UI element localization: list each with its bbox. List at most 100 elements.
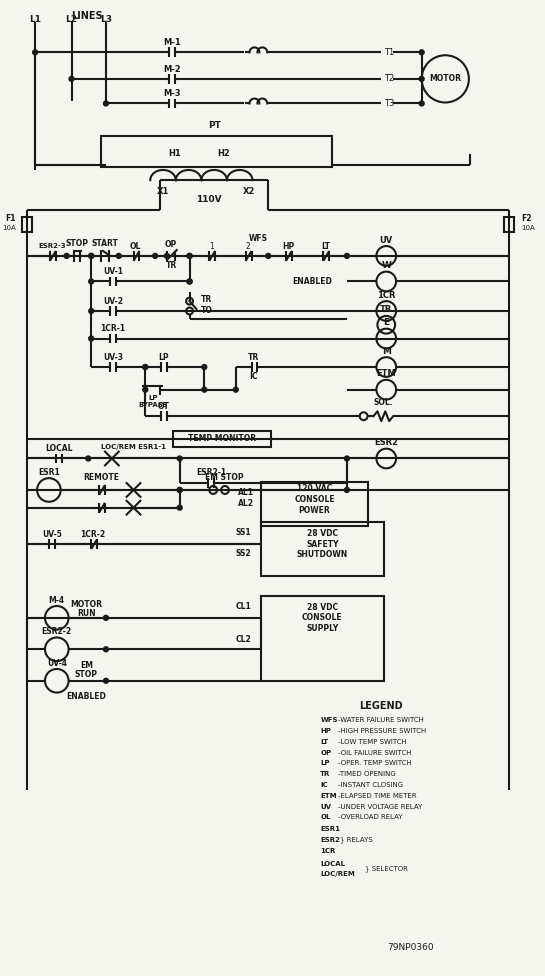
Text: TO: TO [201,306,212,315]
Text: 28 VDC: 28 VDC [307,529,338,538]
Text: } SELECTOR: } SELECTOR [365,866,408,872]
Text: OP: OP [320,750,331,755]
Text: 1: 1 [209,242,214,251]
Text: H1: H1 [168,149,181,158]
Text: X1: X1 [157,187,169,196]
Text: LEGEND: LEGEND [360,702,403,712]
Text: LOC/REM ESR1-1: LOC/REM ESR1-1 [101,444,166,450]
Text: LT: LT [321,242,330,251]
Text: M-2: M-2 [163,64,181,73]
Text: SOL.: SOL. [373,398,393,407]
Circle shape [64,254,69,259]
Text: ETM: ETM [320,793,337,798]
Circle shape [177,487,182,493]
Text: 2: 2 [245,242,250,251]
Text: ESR2-3: ESR2-3 [38,243,66,249]
Text: ESR1: ESR1 [320,827,341,833]
Text: H2: H2 [217,149,231,158]
Text: L2: L2 [65,16,77,24]
Text: 1CR-1: 1CR-1 [100,324,125,333]
Circle shape [177,506,182,510]
Text: -TIMED OPENING: -TIMED OPENING [338,771,396,777]
Circle shape [104,678,108,683]
Circle shape [187,254,192,259]
Circle shape [116,254,121,259]
Text: ETM: ETM [377,370,396,379]
Text: L1: L1 [29,16,41,24]
Bar [173,431,271,447]
Text: UV: UV [320,803,331,810]
Text: START: START [92,238,118,248]
Circle shape [419,50,424,55]
Text: TR: TR [380,305,392,314]
Text: STOP: STOP [66,238,89,248]
Circle shape [89,279,94,284]
Text: ESR2-2: ESR2-2 [42,628,72,636]
Text: STOP: STOP [75,671,98,679]
Text: OL: OL [130,242,141,251]
Bar [262,596,384,681]
Text: M-3: M-3 [163,89,181,99]
Text: F1: F1 [5,214,15,224]
Text: ESR2: ESR2 [374,438,398,447]
Circle shape [86,456,90,461]
Text: LOCAL: LOCAL [320,861,346,867]
Bar [22,217,32,232]
Text: POWER: POWER [299,507,330,515]
Bar [101,136,332,168]
Circle shape [419,76,424,81]
Circle shape [143,365,148,370]
Text: W: W [382,262,391,270]
Text: UV-3: UV-3 [103,352,123,362]
Text: CL1: CL1 [236,601,252,611]
Text: IC: IC [249,373,258,382]
Text: 120 VAC: 120 VAC [297,484,332,494]
Circle shape [187,279,192,284]
Text: LP
BYPASS: LP BYPASS [138,395,168,408]
Bar [262,522,384,576]
Circle shape [165,254,169,259]
Circle shape [143,387,148,392]
Text: UV: UV [380,235,393,245]
Text: OT: OT [158,402,170,411]
Text: UV-1: UV-1 [103,267,123,276]
Text: -INSTANT CLOSING: -INSTANT CLOSING [338,782,403,788]
Text: 10A: 10A [2,225,15,231]
Text: SS2: SS2 [236,549,252,558]
Text: TEMP MONITOR: TEMP MONITOR [188,434,256,443]
Text: SUPPLY: SUPPLY [306,624,338,633]
Text: PT: PT [208,121,221,130]
Text: -WATER FAILURE SWITCH: -WATER FAILURE SWITCH [338,717,424,723]
Text: 10A: 10A [521,225,535,231]
Text: CONSOLE: CONSOLE [302,613,343,623]
Text: M-1: M-1 [163,38,181,47]
Text: M: M [382,346,391,356]
Text: TR: TR [201,295,211,304]
Circle shape [266,254,271,259]
Text: ENABLED: ENABLED [66,692,106,701]
Text: REMOTE: REMOTE [83,472,119,482]
Circle shape [187,254,192,259]
Text: UV-2: UV-2 [103,297,123,305]
Text: RUN: RUN [77,609,95,619]
Circle shape [69,76,74,81]
Text: SS1: SS1 [236,528,252,537]
Text: AL2: AL2 [238,500,253,508]
Text: LP: LP [320,760,330,766]
Text: LP: LP [159,352,169,362]
Text: IC: IC [320,782,328,788]
Text: L3: L3 [100,16,112,24]
Circle shape [344,487,349,493]
Text: 110V: 110V [196,195,222,204]
Circle shape [153,254,158,259]
Text: -OPER. TEMP SWITCH: -OPER. TEMP SWITCH [338,760,412,766]
Text: 79NP0360: 79NP0360 [387,943,434,952]
Circle shape [233,387,238,392]
Text: ESR2-1: ESR2-1 [196,468,226,476]
Text: LOC/REM: LOC/REM [320,871,355,876]
Text: T3: T3 [384,99,395,108]
Text: TR: TR [248,352,259,362]
Text: -ELAPSED TIME METER: -ELAPSED TIME METER [338,793,417,798]
Text: 1CR: 1CR [320,848,336,854]
Text: TR: TR [320,771,331,777]
